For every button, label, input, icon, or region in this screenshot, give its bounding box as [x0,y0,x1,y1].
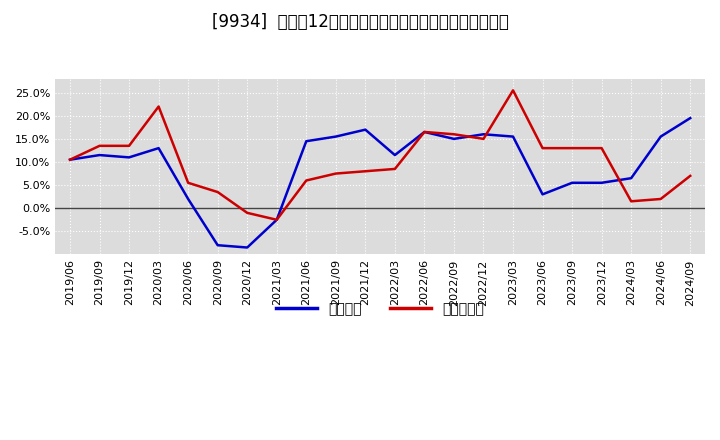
Legend: 経常利益, 当期純利益: 経常利益, 当期純利益 [270,296,490,321]
Text: [9934]  利益の12か月移動合計の対前年同期増減率の推移: [9934] 利益の12か月移動合計の対前年同期増減率の推移 [212,13,508,31]
